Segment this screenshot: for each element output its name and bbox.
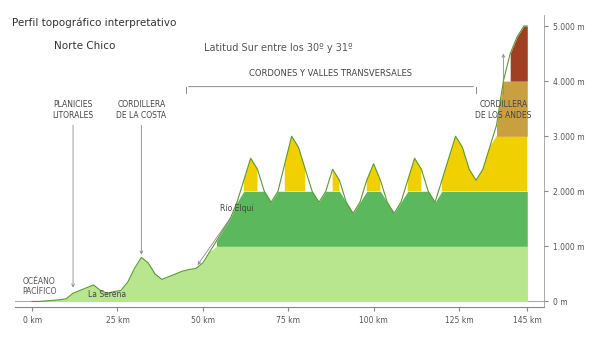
Text: PLANICIES
LITORALES: PLANICIES LITORALES (52, 100, 94, 287)
Text: OCÉANO
PACÍFICO: OCÉANO PACÍFICO (22, 276, 56, 296)
Text: Latitud Sur entre los 30º y 31º: Latitud Sur entre los 30º y 31º (203, 42, 352, 53)
Text: CORDONES Y VALLES TRANSVERSALES: CORDONES Y VALLES TRANSVERSALES (250, 69, 412, 78)
Text: Río Elqui: Río Elqui (198, 204, 254, 264)
Text: Perfil topográfico interpretativo: Perfil topográfico interpretativo (12, 17, 176, 28)
Text: CORDILLERA
DE LOS ANDES: CORDILLERA DE LOS ANDES (475, 54, 532, 120)
Text: La Serena: La Serena (88, 290, 126, 299)
Text: CORDILLERA
DE LA COSTA: CORDILLERA DE LA COSTA (116, 100, 166, 254)
Text: Norte Chico: Norte Chico (54, 41, 115, 51)
